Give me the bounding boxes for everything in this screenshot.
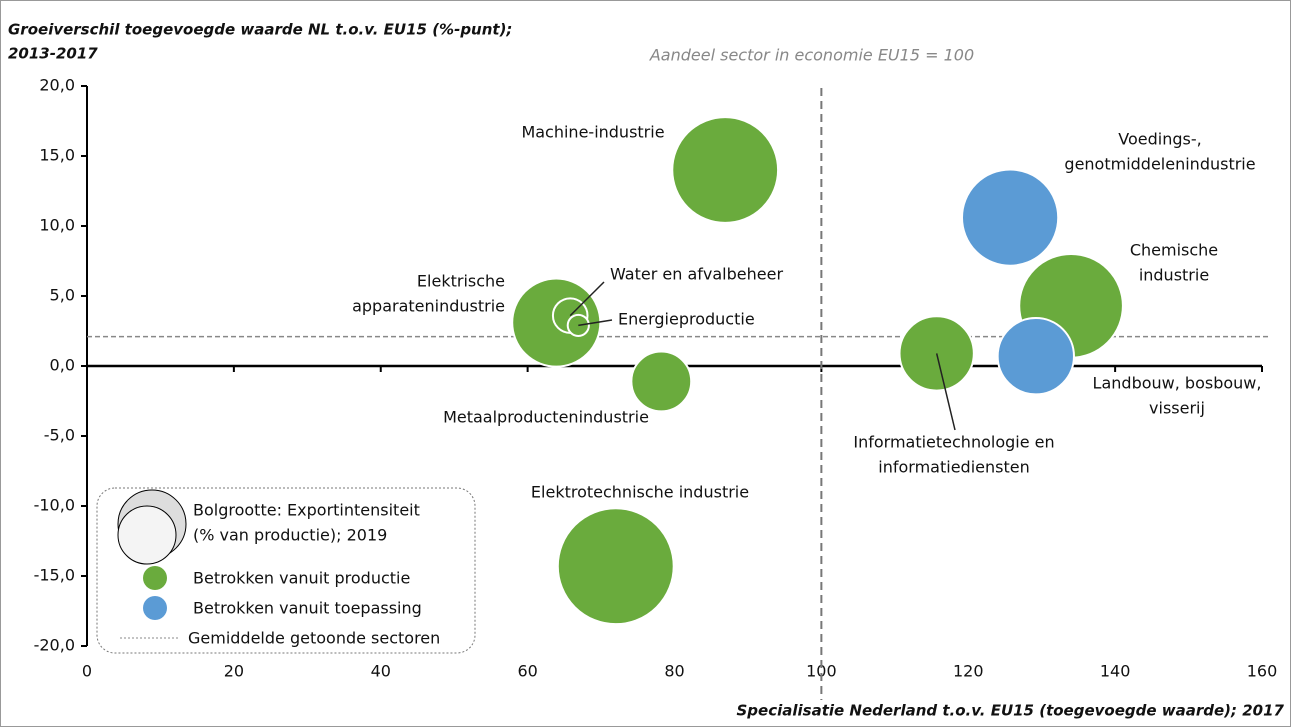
point-label: visserij	[1149, 399, 1205, 418]
point-label: Metaalproductenindustrie	[443, 408, 649, 427]
annotation: Aandeel sector in economie EU15 = 100	[649, 46, 974, 65]
point-label: Chemische	[1130, 241, 1218, 260]
legend-swatch	[143, 566, 167, 590]
legend-box	[96, 487, 476, 654]
leader-line	[578, 319, 613, 327]
y-axis-title: 2013-2017	[8, 45, 98, 63]
legend-label: (% van productie); 2019	[193, 526, 387, 545]
leader-line	[935, 353, 956, 431]
legend-size-icon	[117, 505, 177, 565]
point-label: Machine-industrie	[521, 123, 664, 142]
x-tick-label: 20	[224, 662, 244, 681]
y-tick-label: -5,0	[44, 426, 75, 445]
point-label: Informatietechnologie en	[853, 433, 1054, 452]
x-tick-label: 160	[1247, 662, 1278, 681]
point-label: Elektrotechnische industrie	[531, 483, 749, 502]
x-axis-title: Specialisatie Nederland t.o.v. EU15 (toe…	[737, 702, 1285, 720]
bubble	[960, 168, 1060, 267]
point-label: genotmiddelenindustrie	[1064, 155, 1255, 174]
x-tick-label: 100	[806, 662, 837, 681]
y-tick-label: 0,0	[50, 356, 75, 375]
y-tick-label: -15,0	[34, 566, 75, 585]
point-label: informatiediensten	[878, 458, 1029, 477]
leader-line	[569, 281, 605, 317]
x-tick-label: 140	[1100, 662, 1131, 681]
point-label: Voedings-,	[1118, 130, 1201, 149]
y-tick-label: -20,0	[34, 636, 75, 655]
bubble	[556, 507, 675, 626]
y-tick-label: 10,0	[39, 216, 75, 235]
bubble	[671, 116, 780, 224]
x-tick-label: 60	[517, 662, 537, 681]
x-tick-label: 80	[664, 662, 684, 681]
y-axis-title: Groeiverschil toegevoegde waarde NL t.o.…	[8, 21, 512, 39]
legend-label: Bolgrootte: Exportintensiteit	[193, 501, 420, 520]
point-label: industrie	[1139, 266, 1209, 285]
y-tick-label: -10,0	[34, 496, 75, 515]
point-label: apparatenindustrie	[352, 297, 505, 316]
legend-label: Betrokken vanuit toepassing	[193, 599, 422, 618]
y-tick-label: 20,0	[39, 76, 75, 95]
x-tick-label: 40	[371, 662, 391, 681]
legend-swatch	[143, 596, 167, 620]
bubble	[630, 350, 693, 413]
x-tick-label: 120	[953, 662, 984, 681]
point-label: Energieproductie	[618, 310, 755, 329]
legend-label: Betrokken vanuit productie	[193, 569, 410, 588]
legend-label: Gemiddelde getoonde sectoren	[188, 629, 440, 648]
y-tick-label: 5,0	[50, 286, 75, 305]
point-label: Landbouw, bosbouw,	[1093, 374, 1262, 393]
x-tick-label: 0	[82, 662, 92, 681]
point-label: Water en afvalbeheer	[610, 265, 783, 284]
bubble	[996, 317, 1075, 396]
y-tick-label: 15,0	[39, 146, 75, 165]
point-label: Elektrische	[417, 272, 505, 291]
